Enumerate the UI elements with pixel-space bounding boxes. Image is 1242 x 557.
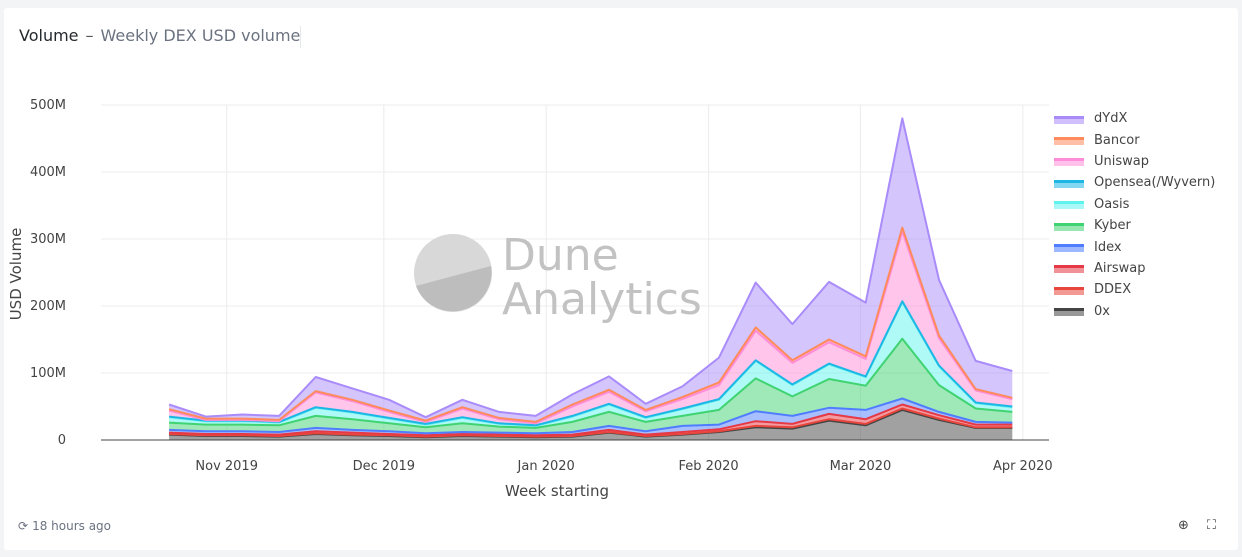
fullscreen-icon[interactable]: ⛶ (1206, 518, 1216, 533)
legend-item[interactable]: Opensea(/Wyvern) (1054, 172, 1234, 193)
chart-subtitle: Weekly DEX USD volume (100, 26, 301, 45)
y-tick-label: 100M (30, 366, 66, 381)
line-airswap (169, 403, 1013, 437)
footer: ⟳ 18 hours ago (18, 519, 111, 533)
legend: dYdX Bancor Uniswap Opensea(/Wyvern) Oasis Ky… (1054, 108, 1234, 322)
legend-item[interactable]: DDEX (1054, 279, 1234, 300)
legend-swatch (1054, 156, 1084, 167)
x-tick-label: Jan 2020 (517, 459, 575, 474)
chart-title: Volume (19, 26, 79, 45)
footer-actions: ⊕ ⛶ (1178, 518, 1216, 533)
x-tick-label: Mar 2020 (830, 459, 892, 474)
refresh-icon[interactable]: ⟳ (18, 519, 29, 533)
y-tick-label: 500M (30, 98, 66, 113)
chart-header: Volume – Weekly DEX USD volume (19, 26, 300, 48)
y-axis-title: USD Volume (7, 228, 25, 321)
x-tick-label: Dec 2019 (353, 459, 415, 474)
title-separator: – (85, 26, 94, 45)
legend-swatch (1054, 135, 1084, 146)
updated-time: 18 hours ago (32, 519, 112, 533)
legend-label: Bancor (1094, 132, 1140, 148)
legend-label: Opensea(/Wyvern) (1094, 175, 1216, 191)
watermark-line2: Analytics (502, 274, 702, 325)
area-kyber[interactable] (169, 338, 1013, 434)
header-divider (300, 26, 301, 48)
line-kyber (169, 337, 1013, 429)
legend-item[interactable]: dYdX (1054, 108, 1234, 129)
y-tick-label: 200M (30, 299, 66, 314)
legend-swatch (1054, 242, 1084, 253)
line-opensea-wyvern- (168, 300, 1013, 427)
watermark-line1: Dune (502, 230, 619, 281)
legend-label: Kyber (1094, 218, 1131, 234)
y-tick-label: 0 (58, 433, 66, 448)
line-dydx (168, 117, 1013, 419)
dune-watermark: Dune Analytics (414, 230, 702, 325)
legend-swatch (1054, 306, 1084, 317)
area-chart[interactable]: Dune Analytics 0 100M 200M 300M 400M 500M Nov … (4, 8, 1238, 550)
legend-label: dYdX (1094, 111, 1128, 127)
chart-card: Volume – Weekly DEX USD volume Dune Anal… (4, 8, 1238, 550)
axes: 0 100M 200M 300M 400M 500M Nov 2019 Dec 2019 Jan… (7, 98, 1053, 500)
area-0x[interactable] (169, 409, 1013, 440)
legend-item[interactable]: Oasis (1054, 194, 1234, 215)
legend-label: Uniswap (1094, 153, 1149, 169)
legend-swatch (1054, 114, 1084, 124)
area-uniswap[interactable] (169, 231, 1013, 426)
line-bancor (168, 226, 1013, 423)
legend-swatch (1054, 178, 1084, 188)
legend-swatch (1054, 199, 1084, 210)
y-tick-label: 300M (30, 232, 66, 247)
legend-label: DDEX (1094, 282, 1132, 298)
x-axis-title: Week starting (505, 482, 609, 500)
legend-swatch (1054, 263, 1084, 274)
legend-item[interactable]: Airswap (1054, 258, 1234, 279)
zoom-icon[interactable]: ⊕ (1177, 518, 1189, 533)
legend-label: Oasis (1094, 196, 1130, 212)
legend-swatch (1054, 221, 1084, 231)
legend-label: 0x (1094, 303, 1110, 319)
legend-item[interactable]: Kyber (1054, 215, 1234, 236)
series-lines (168, 117, 1013, 439)
legend-item[interactable]: Uniswap (1054, 151, 1234, 172)
y-tick-label: 400M (30, 165, 66, 180)
legend-item[interactable]: Idex (1054, 236, 1234, 257)
x-tick-label: Feb 2020 (678, 459, 738, 474)
legend-label: Airswap (1094, 260, 1146, 276)
legend-swatch (1054, 285, 1084, 295)
legend-label: Idex (1094, 239, 1122, 255)
dune-logo-wave (416, 266, 492, 312)
legend-item[interactable]: Bancor (1054, 129, 1234, 150)
x-tick-label: Nov 2019 (195, 459, 258, 474)
line-ddex (169, 407, 1013, 438)
line-idex (169, 397, 1013, 435)
legend-item[interactable]: 0x (1054, 301, 1234, 322)
x-tick-label: Apr 2020 (993, 459, 1053, 474)
area-dydx[interactable] (169, 118, 1013, 422)
